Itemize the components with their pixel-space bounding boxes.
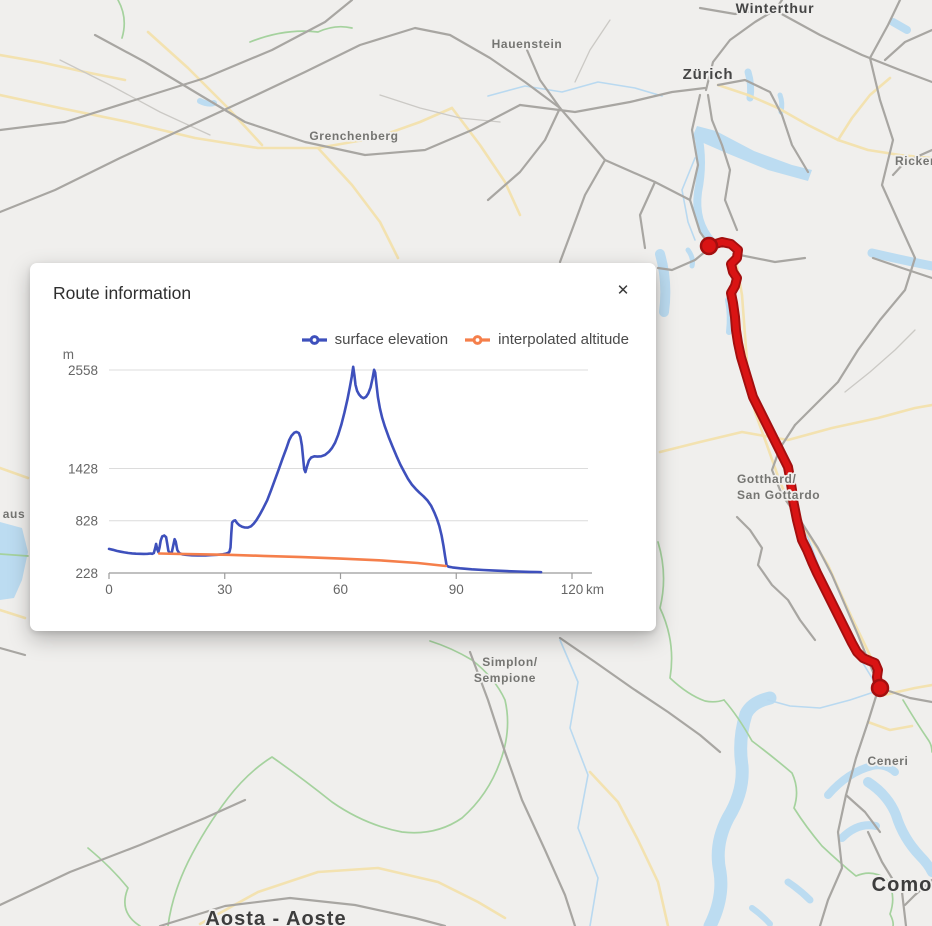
- map-label: San Gottardo: [737, 488, 820, 502]
- map-label: Como: [872, 874, 932, 896]
- y-tick-label: 1428: [68, 461, 98, 476]
- map-label: Ceneri: [868, 754, 909, 768]
- series-surface-elevation: [107, 365, 543, 574]
- water-layer: [0, 18, 932, 926]
- route-line: [705, 238, 884, 692]
- series-interpolated-altitude: [157, 552, 448, 568]
- x-tick-label: 30: [217, 582, 232, 597]
- route-endpoint[interactable]: [699, 236, 719, 256]
- map-label: Winterthur: [736, 0, 815, 16]
- y-tick-label: 828: [75, 514, 98, 529]
- chart-legend: surface elevation interpolated altitude: [301, 331, 629, 348]
- x-tick-label: 120: [561, 582, 584, 597]
- dialog-title: Route information: [53, 283, 192, 303]
- y-tick-label: 2558: [68, 363, 98, 378]
- map-label: Hauenstein: [492, 37, 563, 51]
- map-label: aus: [3, 507, 25, 521]
- map-label: Simplon/: [482, 655, 538, 669]
- legend-item-surface-elevation: surface elevation: [301, 331, 448, 348]
- map-label: Grenchenberg: [309, 129, 398, 143]
- map-label: Gotthard/: [737, 472, 796, 486]
- line-marker-icon: [301, 334, 327, 345]
- route-endpoint[interactable]: [870, 678, 890, 698]
- map-label: Sempione: [474, 671, 536, 685]
- route-layer: [699, 236, 890, 698]
- legend-label: interpolated altitude: [498, 331, 629, 348]
- legend-item-interpolated-altitude: interpolated altitude: [464, 331, 629, 348]
- map-label: Ricken: [895, 154, 932, 168]
- map-label: Zürich: [683, 66, 734, 83]
- x-tick-label: 60: [333, 582, 348, 597]
- line-marker-icon: [465, 334, 491, 345]
- x-tick-label: 0: [105, 582, 113, 597]
- route-information-dialog: Route information ✕ surface elevation in…: [30, 263, 656, 631]
- map-label: Aosta - Aoste: [205, 908, 346, 926]
- close-icon[interactable]: ✕: [612, 280, 634, 302]
- y-axis-unit: m: [63, 347, 74, 362]
- x-tick-label: 90: [449, 582, 464, 597]
- legend-label: surface elevation: [334, 331, 449, 348]
- x-axis-unit: km: [586, 582, 604, 597]
- y-tick-label: 228: [75, 566, 98, 581]
